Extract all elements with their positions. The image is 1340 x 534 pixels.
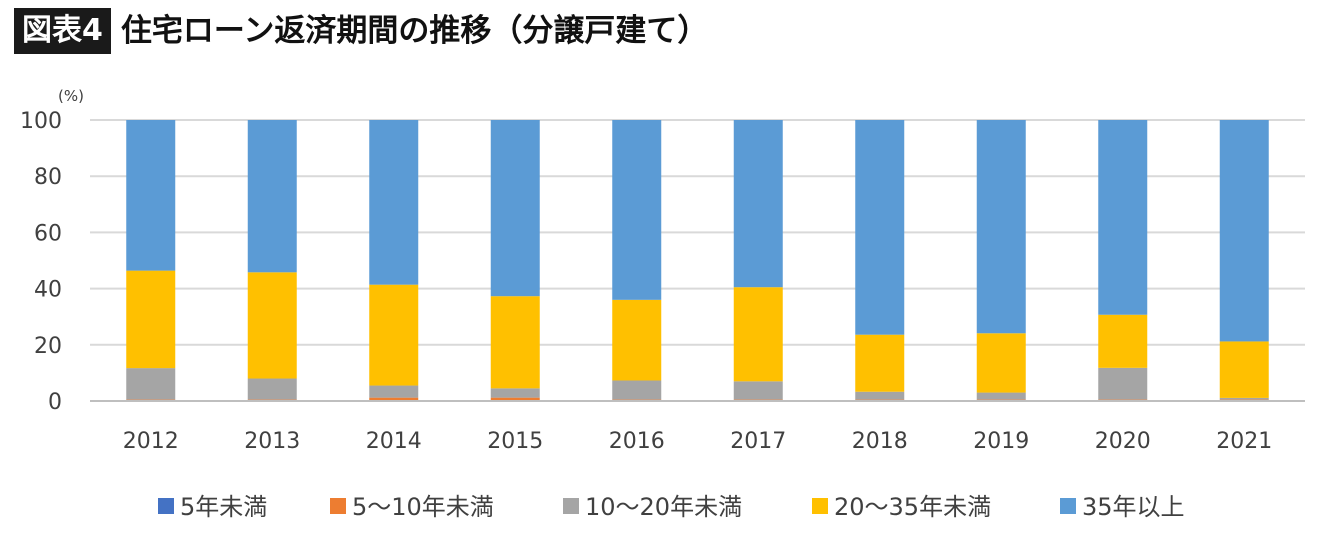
legend-swatch bbox=[158, 498, 174, 514]
x-tick-label: 2016 bbox=[609, 429, 665, 454]
bar-segment bbox=[247, 120, 297, 273]
legend-label: 35年以上 bbox=[1082, 493, 1185, 521]
bar-segment bbox=[976, 120, 1026, 334]
y-tick-label: 40 bbox=[34, 278, 62, 303]
bar-segment bbox=[247, 272, 297, 379]
bar-segment bbox=[612, 380, 662, 400]
bar-segment bbox=[1219, 120, 1269, 342]
bar-segment bbox=[490, 388, 540, 398]
bar-segment bbox=[126, 368, 176, 400]
legend-swatch bbox=[563, 498, 579, 514]
bar-segment bbox=[733, 120, 783, 288]
x-tick-label: 2018 bbox=[852, 429, 908, 454]
bar-segment bbox=[733, 381, 783, 400]
bar-segment bbox=[733, 287, 783, 382]
bar-segment bbox=[369, 284, 419, 386]
bar-segment bbox=[1098, 367, 1148, 400]
bar-segment bbox=[247, 378, 297, 400]
bar-segment bbox=[976, 333, 1026, 393]
x-tick-label: 2012 bbox=[123, 429, 179, 454]
x-tick-label: 2021 bbox=[1216, 429, 1272, 454]
bar-segment bbox=[855, 391, 905, 400]
bar-segment bbox=[490, 120, 540, 297]
x-tick-label: 2015 bbox=[487, 429, 543, 454]
bar-segment bbox=[612, 120, 662, 300]
y-tick-label: 60 bbox=[34, 221, 62, 246]
x-tick-label: 2013 bbox=[244, 429, 300, 454]
bar-segment bbox=[1098, 120, 1148, 315]
legend-label: 20～35年未満 bbox=[834, 493, 991, 521]
chart-title: 図表4 住宅ローン返済期間の推移（分譲戸建て） bbox=[14, 8, 708, 54]
bar-segment bbox=[126, 120, 176, 271]
bar-segment bbox=[855, 120, 905, 335]
x-tick-label: 2014 bbox=[366, 429, 422, 454]
bar-segment bbox=[369, 120, 419, 285]
x-tick-label: 2020 bbox=[1095, 429, 1151, 454]
bar-segment bbox=[1219, 397, 1269, 400]
bar-segment bbox=[1219, 341, 1269, 398]
y-tick-label: 100 bbox=[20, 109, 62, 134]
legend-swatch bbox=[330, 498, 346, 514]
figure-number-badge: 図表4 bbox=[14, 8, 111, 54]
x-tick-label: 2017 bbox=[730, 429, 786, 454]
x-tick-label: 2019 bbox=[973, 429, 1029, 454]
legend-swatch bbox=[812, 498, 828, 514]
bar-segment bbox=[369, 385, 419, 398]
legend-label: 5年未満 bbox=[180, 493, 267, 521]
bar-segment bbox=[369, 397, 419, 401]
legend-label: 5～10年未満 bbox=[352, 493, 494, 521]
bar-segment bbox=[490, 397, 540, 401]
bar-segment bbox=[855, 334, 905, 392]
bar-segment bbox=[490, 296, 540, 389]
y-tick-label: 80 bbox=[34, 165, 62, 190]
legend-label: 10～20年未満 bbox=[585, 493, 742, 521]
bar-segment bbox=[1098, 314, 1148, 368]
bar-segment bbox=[976, 392, 1026, 400]
y-tick-label: 20 bbox=[34, 334, 62, 359]
legend-swatch bbox=[1060, 498, 1076, 514]
chart-title-text: 住宅ローン返済期間の推移（分譲戸建て） bbox=[120, 13, 709, 49]
y-tick-label: 0 bbox=[48, 390, 62, 415]
bar-segment bbox=[612, 299, 662, 381]
y-axis-unit-label: (%) bbox=[58, 87, 84, 105]
bar-segment bbox=[126, 270, 176, 369]
